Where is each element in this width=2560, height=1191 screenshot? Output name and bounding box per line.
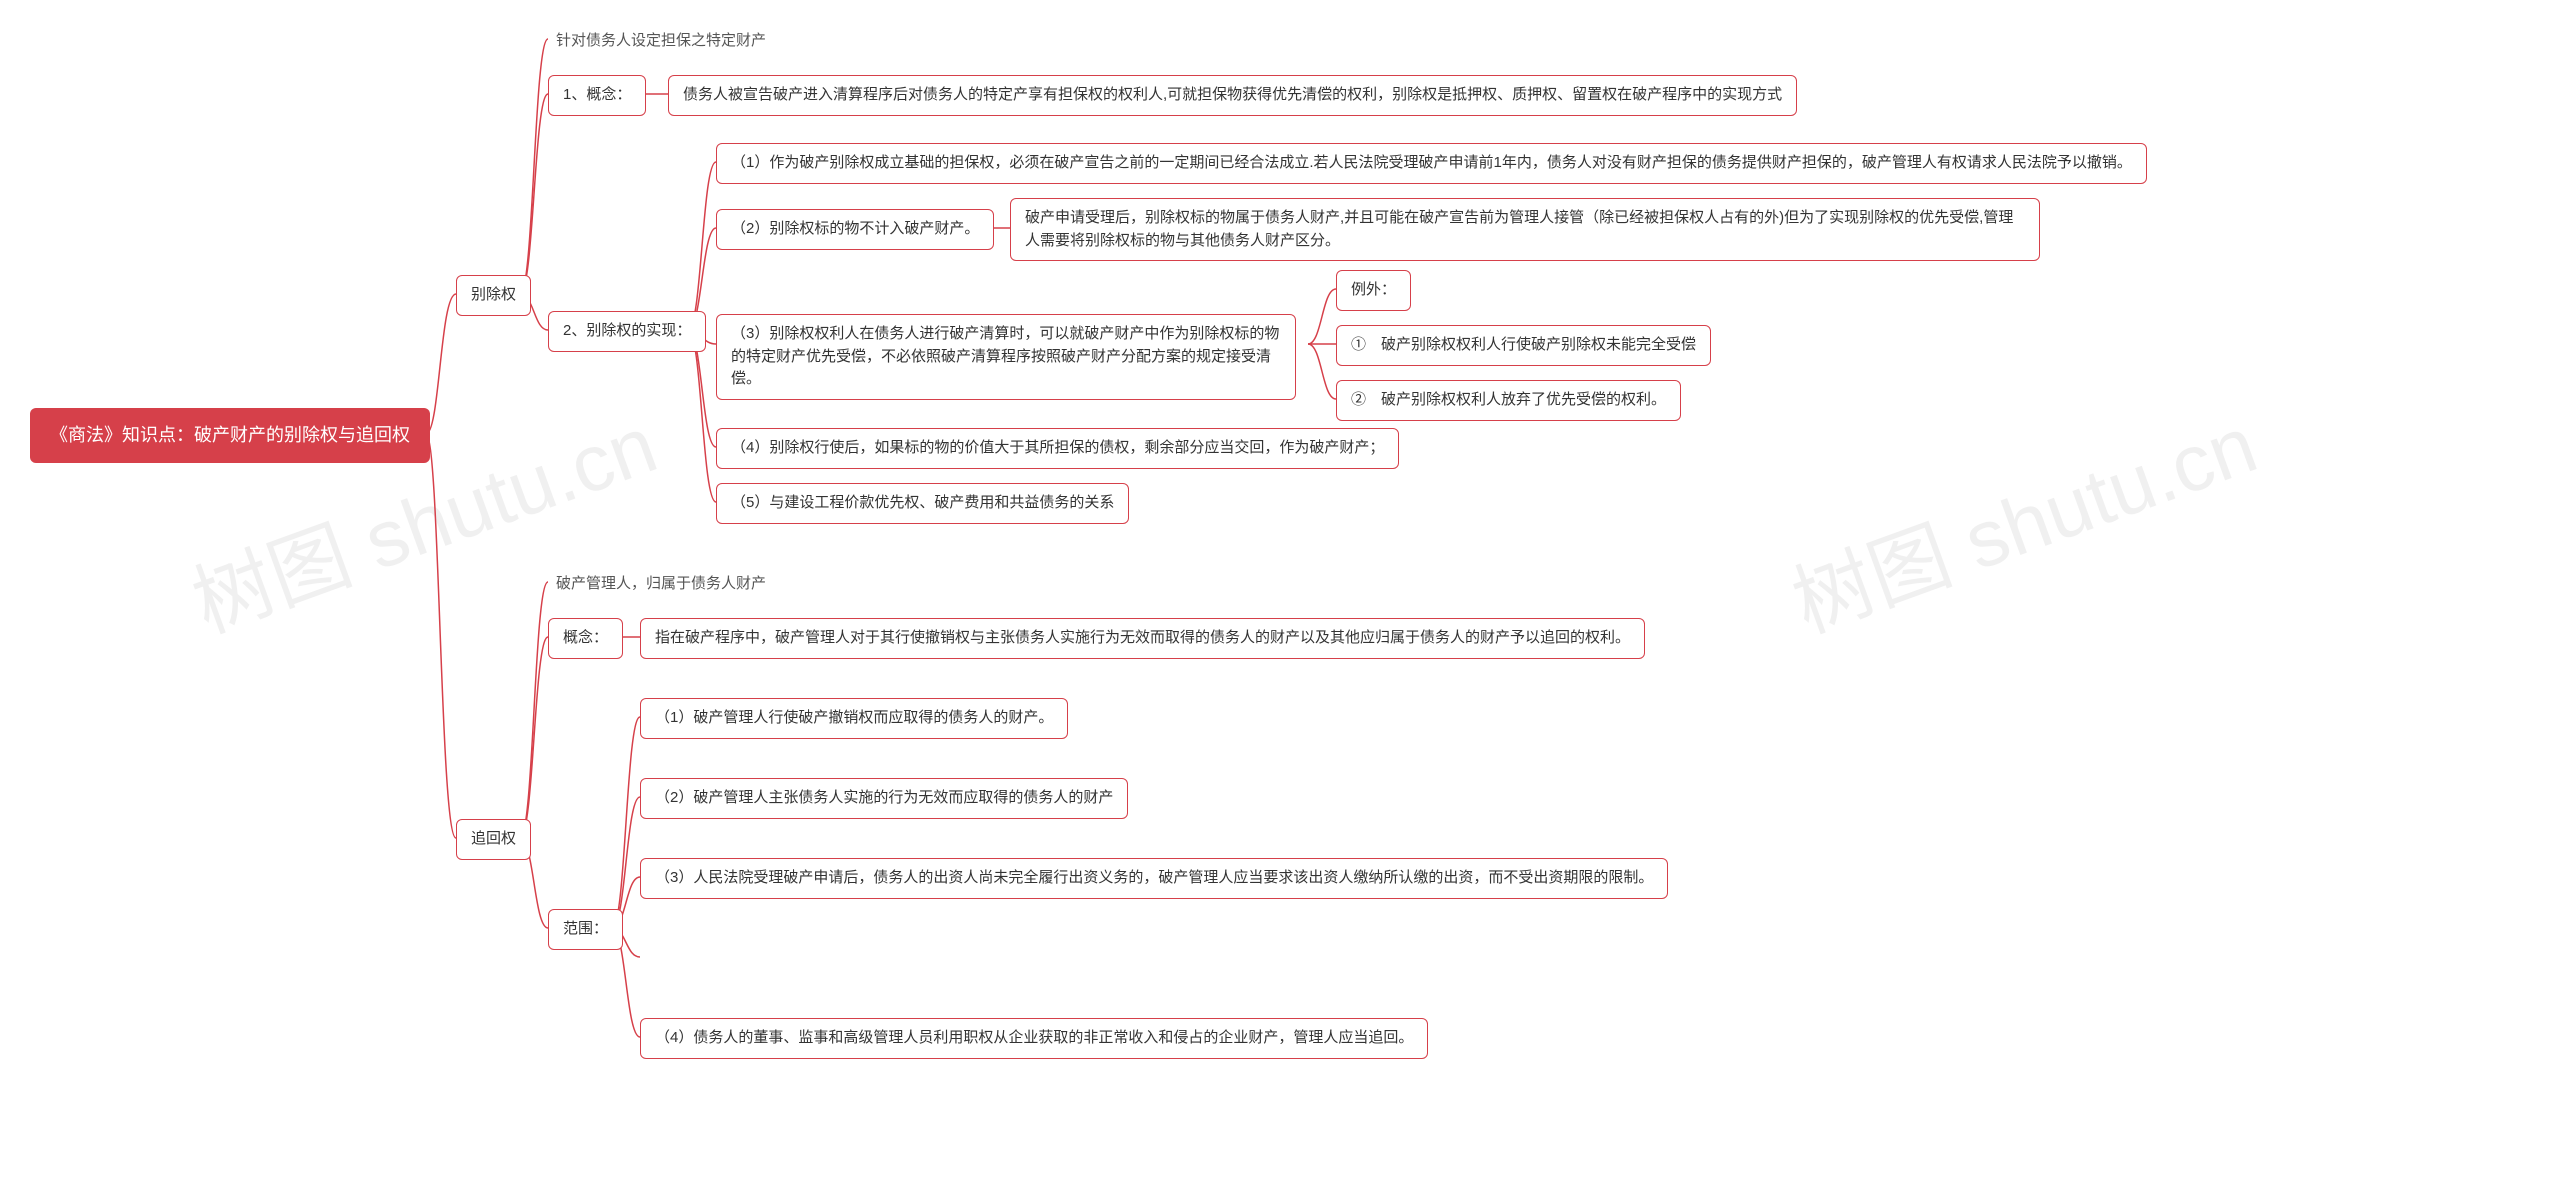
zh-gainian-detail: 指在破产程序中，破产管理人对于其行使撤销权与主张债务人实施行为无效而取得的债务人… <box>640 618 1645 659</box>
bc-sx-2-detail: 破产申请受理后，别除权标的物属于债务人财产,并且可能在破产宣告前为管理人接管（除… <box>1010 198 2040 261</box>
node-biechu: 别除权 <box>456 275 531 316</box>
bc-gainian-detail: 债务人被宣告破产进入清算程序后对债务人的特定产享有担保权的权利人,可就担保物获得… <box>668 75 1797 116</box>
zh-fw-2: （2）破产管理人主张债务人实施的行为无效而应取得的债务人的财产 <box>640 778 1128 819</box>
bc-sx-3: （3）别除权权利人在债务人进行破产清算时，可以就破产财产中作为别除权标的物的特定… <box>716 314 1296 400</box>
bc-shixian: 2、别除权的实现： <box>548 311 706 352</box>
watermark-2: 树图 shutu.cn <box>1775 381 2270 656</box>
bc-sx-5: （5）与建设工程价款优先权、破产费用和共益债务的关系 <box>716 483 1129 524</box>
root-node: 《商法》知识点：破产财产的别除权与追回权 <box>30 408 430 463</box>
bc-sx-3-b: ② 破产别除权权利人放弃了优先受偿的权利。 <box>1336 380 1681 421</box>
bc-gainian: 1、概念： <box>548 75 646 116</box>
bc-sx-3-a: ① 破产别除权权利人行使破产别除权未能完全受偿 <box>1336 325 1711 366</box>
bc-sx-2: （2）别除权标的物不计入破产财产。 <box>716 209 994 250</box>
zh-fw-4: （4）债务人的董事、监事和高级管理人员利用职权从企业获取的非正常收入和侵占的企业… <box>640 1018 1428 1059</box>
zh-fw-3: （3）人民法院受理破产申请后，债务人的出资人尚未完全履行出资义务的，破产管理人应… <box>640 858 1668 899</box>
bc-sx-1: （1）作为破产别除权成立基础的担保权，必须在破产宣告之前的一定期间已经合法成立.… <box>716 143 2147 184</box>
node-zhuihui: 追回权 <box>456 819 531 860</box>
zh-plain-1: 破产管理人，归属于债务人财产 <box>548 569 774 600</box>
bc-plain-1: 针对债务人设定担保之特定财产 <box>548 26 774 57</box>
bc-sx-4: （4）别除权行使后，如果标的物的价值大于其所担保的债权，剩余部分应当交回，作为破… <box>716 428 1399 469</box>
zh-fw-1: （1）破产管理人行使破产撤销权而应取得的债务人的财产。 <box>640 698 1068 739</box>
zh-fanwei: 范围： <box>548 909 623 950</box>
bc-sx-3-liwai: 例外： <box>1336 270 1411 311</box>
zh-gainian: 概念： <box>548 618 623 659</box>
